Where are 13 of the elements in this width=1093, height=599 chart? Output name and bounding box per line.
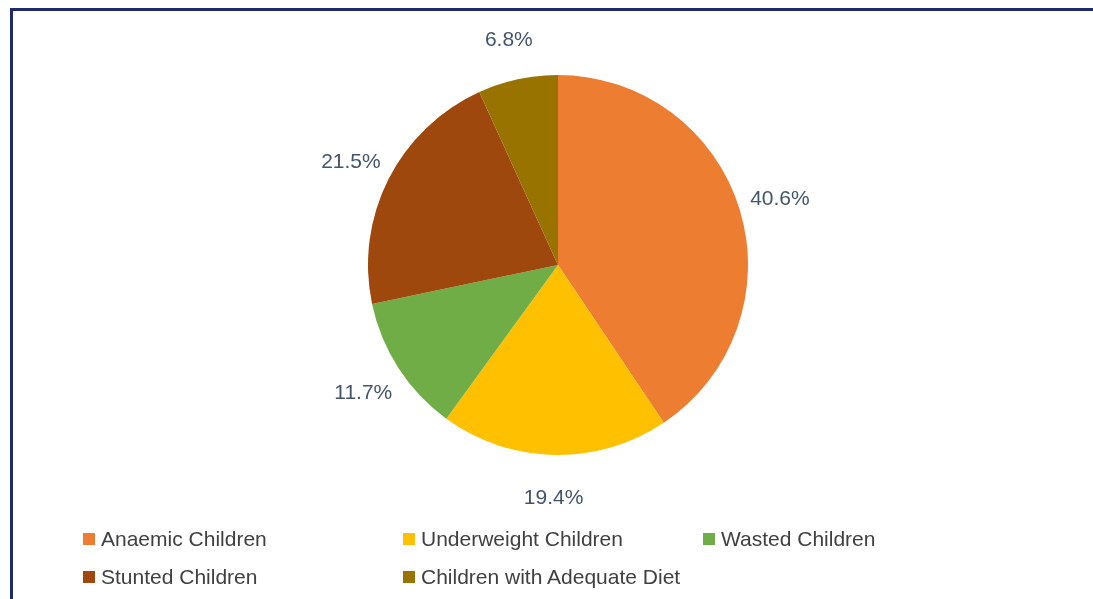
data-label: 19.4% bbox=[523, 485, 584, 509]
data-label: 6.8% bbox=[484, 26, 533, 50]
data-label: 40.6% bbox=[750, 185, 810, 209]
pie-slice bbox=[446, 265, 664, 455]
legend-label: Underweight Children bbox=[421, 527, 623, 551]
data-label: 21.5% bbox=[321, 148, 381, 172]
pie-slice bbox=[479, 75, 558, 265]
legend-label: Anaemic Children bbox=[101, 527, 267, 551]
legend-label: Children with Adequate Diet bbox=[421, 565, 681, 589]
legend-label: Wasted Children bbox=[721, 527, 876, 551]
data-label: 11.7% bbox=[334, 379, 393, 403]
legend-label: Stunted Children bbox=[101, 565, 258, 589]
pie-slice bbox=[558, 75, 748, 423]
